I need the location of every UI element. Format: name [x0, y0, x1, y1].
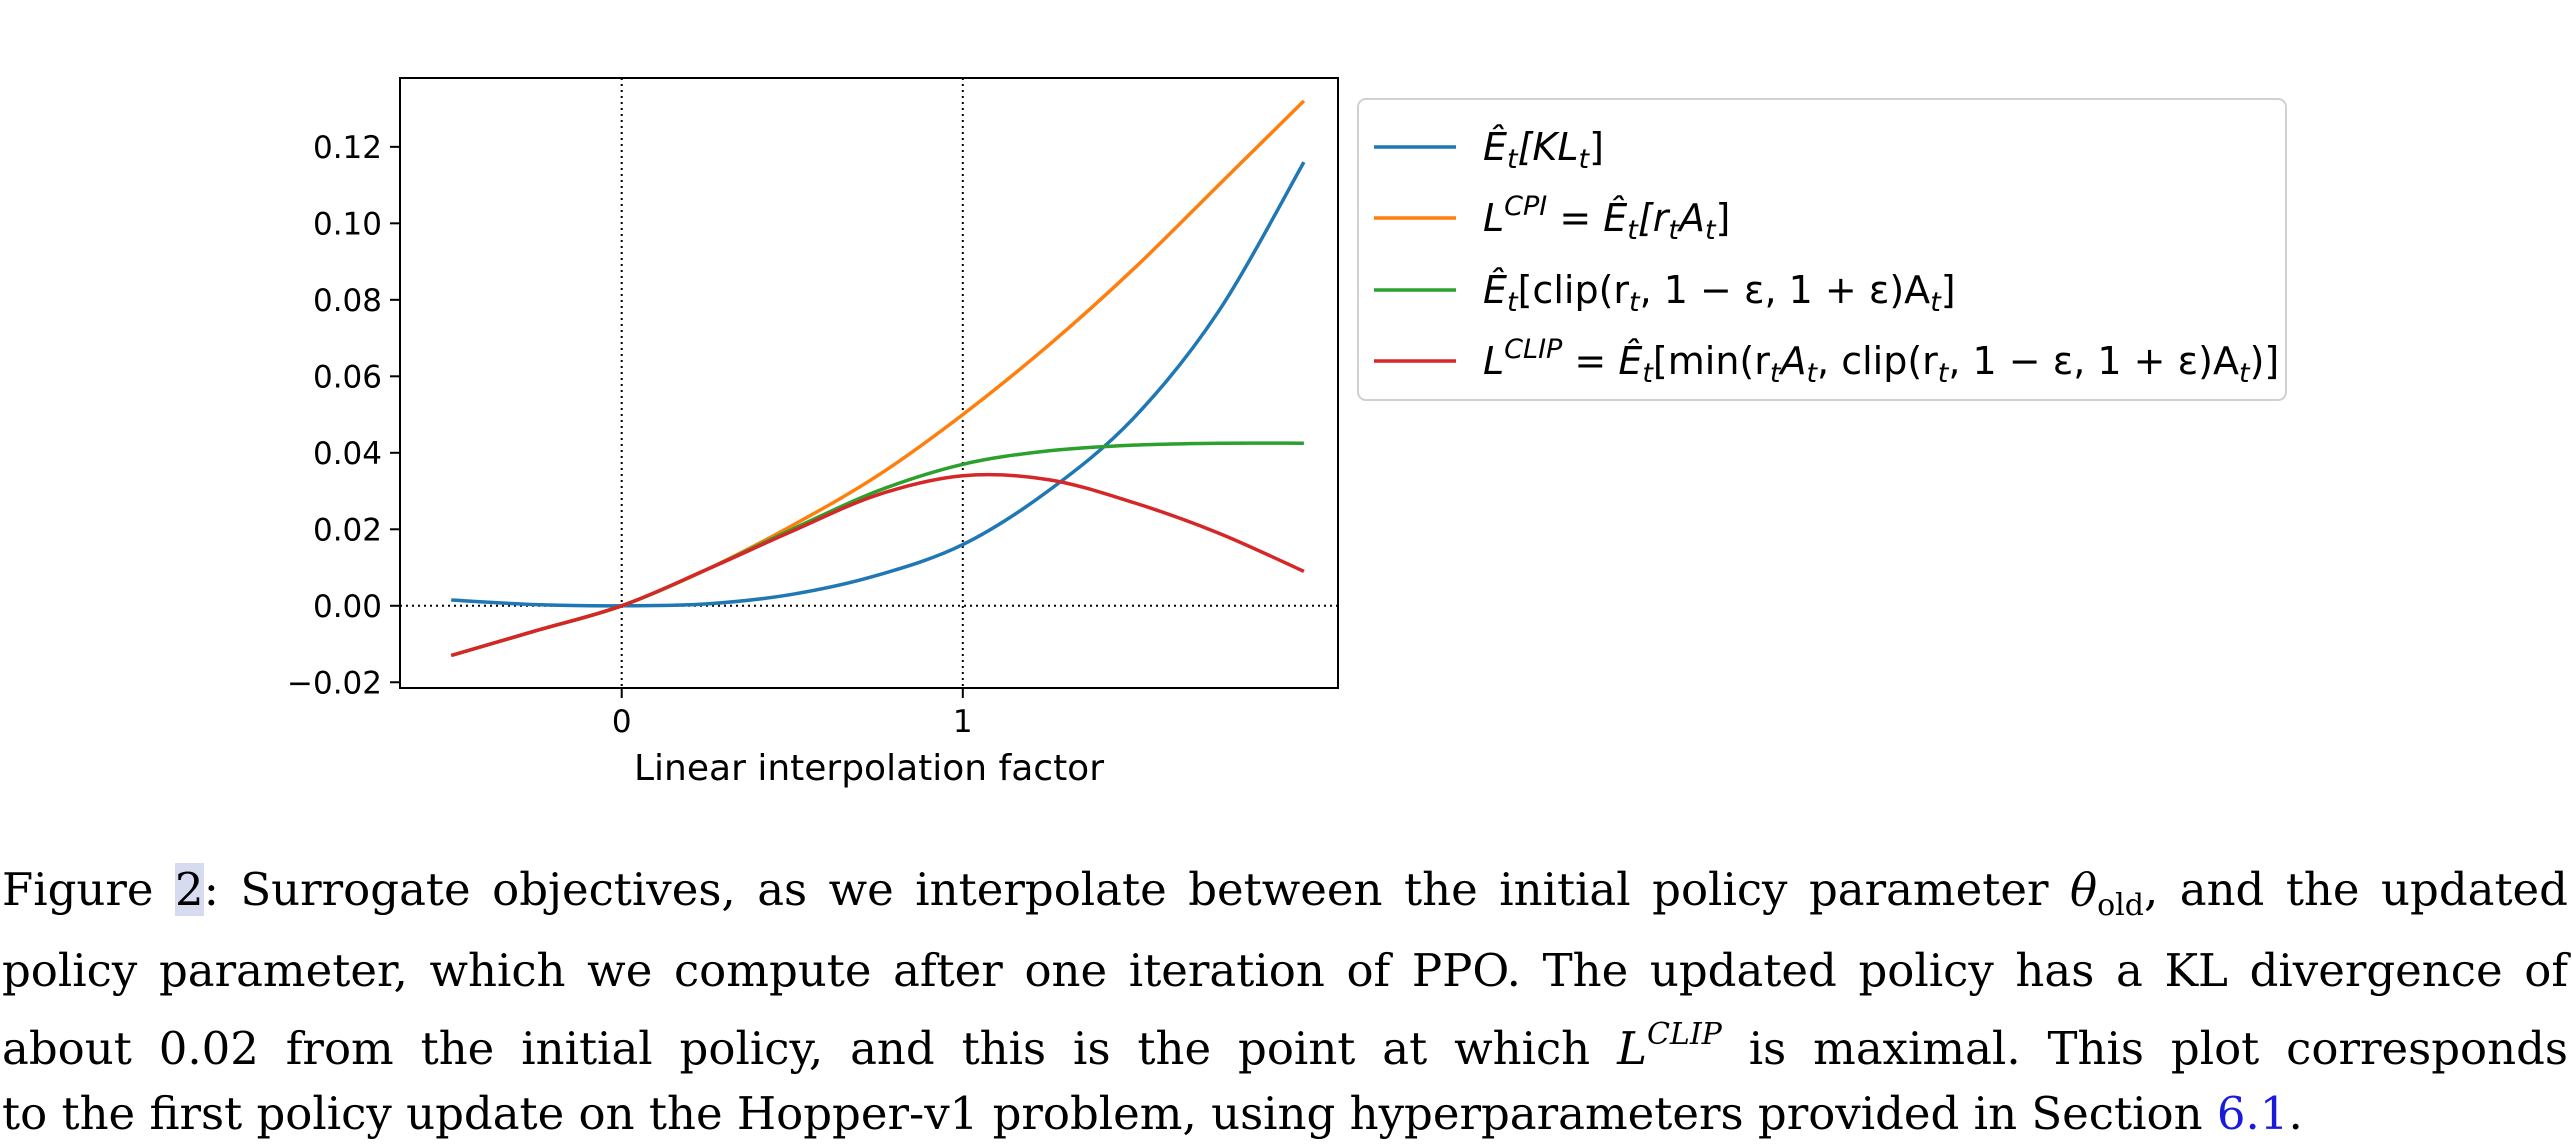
caption-text-3b: is maximal. This plot corresponds — [1722, 1022, 2568, 1075]
x-tick-label: 0 — [612, 704, 632, 740]
caption-theta-sub: old — [2097, 888, 2144, 923]
y-tick-label: 0.02 — [313, 512, 382, 548]
series-cpi-line — [451, 101, 1304, 656]
caption-text-4a: to the first policy update on the Hopper… — [2, 1087, 2217, 1140]
x-axis-label: Linear interpolation factor — [634, 748, 1104, 789]
y-tick-label: 0.08 — [313, 283, 382, 319]
caption-line-1: Figure 2: Surrogate objectives, as we in… — [2, 858, 2568, 939]
reference-lines — [400, 78, 1338, 688]
y-tick-label: 0.04 — [313, 436, 382, 472]
y-tick-label: 0.06 — [313, 359, 382, 395]
y-tick-label: 0.12 — [313, 130, 382, 166]
y-tick-label: −0.02 — [287, 665, 382, 701]
caption-theta: θ — [2070, 863, 2097, 916]
legend: Êt[KLt] LCPI = Êt[rtAt] Êt[clip(rt, 1 − … — [1358, 99, 2286, 400]
section-link[interactable]: 6.1 — [2217, 1087, 2289, 1140]
caption-text-1a: : Surrogate objectives, as we interpolat… — [204, 863, 2070, 916]
y-tick-label: 0.00 — [313, 589, 382, 625]
series-lclip-line — [451, 475, 1304, 656]
caption-text-4b: . — [2288, 1087, 2302, 1140]
caption-line-2: policy parameter, which we compute after… — [2, 939, 2568, 1004]
y-axis-ticks: −0.02 0.00 0.02 0.04 0.06 0.08 0.10 0.12 — [287, 130, 400, 701]
caption-text-3a: about 0.02 from the initial policy, and … — [2, 1022, 1617, 1075]
caption-figure-number: 2 — [175, 863, 204, 916]
figure-caption: Figure 2: Surrogate objectives, as we in… — [2, 858, 2568, 1146]
caption-line-3: about 0.02 from the initial policy, and … — [2, 1003, 2568, 1082]
series-layer — [451, 101, 1304, 656]
legend-label-clip: Êt[clip(rt, 1 − ε, 1 + ε)At] — [1483, 268, 1956, 318]
caption-l-symbol: L — [1617, 1022, 1647, 1075]
caption-figure-word: Figure — [2, 863, 175, 916]
x-tick-label: 1 — [953, 704, 973, 740]
y-tick-label: 0.10 — [313, 206, 382, 242]
caption-line-4: to the first policy update on the Hopper… — [2, 1082, 2568, 1146]
legend-label-lclip: LCLIP = Êt[min(rtAt, clip(rt, 1 − ε, 1 +… — [1483, 334, 2279, 389]
caption-l-sup: CLIP — [1647, 1017, 1722, 1052]
caption-text-1b: , and the updated — [2144, 863, 2568, 916]
plot-frame — [400, 78, 1338, 688]
